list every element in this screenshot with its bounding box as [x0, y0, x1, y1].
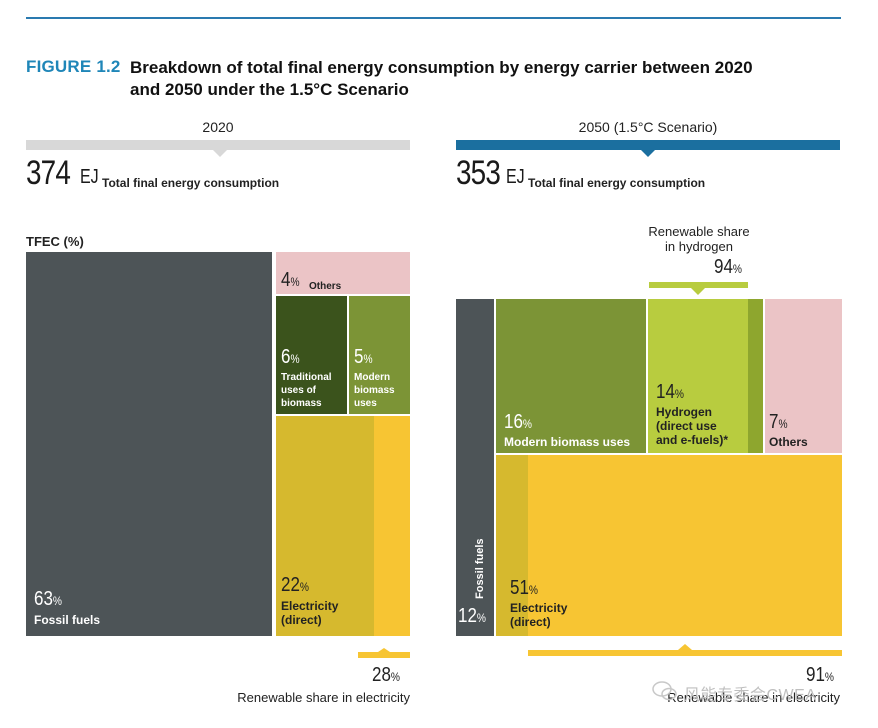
pct-modern-2020: 5%	[354, 346, 373, 368]
share-pct-hydrogen-2050: 94%	[714, 256, 742, 278]
share-label-electricity-2020: Renewable share in electricity	[237, 690, 410, 705]
segment-fossil-2050: Fossil fuels 12%	[456, 299, 494, 636]
column-pointer-2050	[640, 149, 656, 157]
pct-fossil-2050: 12%	[458, 605, 486, 627]
share-pct-electricity-2050: 91%	[806, 664, 834, 686]
pct-others-2050: 7%	[769, 411, 788, 433]
total-unit-2050: EJ	[506, 166, 525, 188]
pct-electricity-2020: 22%	[281, 574, 309, 596]
label-electricity-2020: Electricity (direct)	[281, 599, 339, 627]
wechat-icon	[652, 681, 677, 701]
figure-title: Breakdown of total final energy consumpt…	[130, 58, 753, 99]
pct-hydrogen-2050: 14%	[656, 381, 684, 403]
column-title-2020: 2020	[202, 119, 234, 135]
figure-label: FIGURE 1.2	[26, 57, 121, 76]
segment-traditional-biomass-2020: 6% Traditional uses of biomass	[276, 296, 347, 414]
label-fossil-2050: Fossil fuels	[474, 538, 486, 599]
share-label-electricity-2050: Renewable share in electricity	[667, 690, 840, 705]
column-bar-2050	[456, 140, 840, 150]
total-label-2050: Total final energy consumption	[528, 176, 706, 190]
segment-hydrogen-2050: 14% Hydrogen (direct use and e-fuels)*	[648, 299, 763, 453]
pct-modern-2050: 16%	[504, 411, 532, 433]
share-pct-electricity-2020: 28%	[372, 664, 400, 686]
pct-others-2020: 4%	[281, 269, 300, 291]
segment-others-2050: 7% Others	[765, 299, 842, 453]
label-modern-2050: Modern biomass uses	[504, 435, 631, 449]
share-bracket-hydrogen-2050	[649, 282, 748, 295]
hydrogen-non-renewable-2050	[748, 299, 763, 453]
total-value-2050: 353	[456, 154, 501, 192]
total-label-2020: Total final energy consumption	[102, 176, 280, 190]
pct-traditional-2020: 6%	[281, 346, 300, 368]
label-others-2050: Others	[769, 435, 808, 449]
column-title-2050: 2050 (1.5°C Scenario)	[578, 119, 718, 135]
tfec-axis-label: TFEC (%)	[26, 234, 84, 249]
label-fossil-2020: Fossil fuels	[34, 613, 101, 627]
share-bracket-electricity-2020	[358, 648, 410, 658]
electricity-non-renewable-2050	[496, 455, 528, 636]
watermark: 风能专委会CWEA	[684, 687, 817, 704]
column-pointer-2020	[212, 149, 228, 157]
segment-fossil-2020: 63% Fossil fuels	[26, 252, 272, 636]
segment-modern-biomass-2020: 5% Modern biomass uses	[349, 296, 410, 414]
total-unit-2020: EJ	[80, 166, 99, 188]
segment-modern-biomass-2050: 16% Modern biomass uses	[496, 299, 646, 453]
segment-electricity-2050: 51% Electricity (direct)	[496, 455, 842, 636]
electricity-renewable-share-2020	[374, 416, 410, 636]
segment-electricity-2020: 22% Electricity (direct)	[276, 416, 410, 636]
label-modern-2020: Modern biomass uses	[354, 372, 395, 409]
column-bar-2020	[26, 140, 410, 150]
label-others-2020: Others	[309, 281, 342, 292]
total-value-2020: 374	[26, 154, 71, 192]
label-traditional-2020: Traditional uses of biomass	[281, 372, 332, 409]
segment-others-2020: 4% Others	[276, 252, 410, 294]
share-label-hydrogen-2050: Renewable share in hydrogen	[648, 224, 750, 254]
label-electricity-2050: Electricity (direct)	[510, 601, 568, 629]
pct-fossil-2020: 63%	[34, 588, 62, 610]
share-bracket-electricity-2050	[528, 644, 842, 656]
top-rule	[26, 17, 841, 19]
pct-electricity-2050: 51%	[510, 577, 538, 599]
label-hydrogen-2050: Hydrogen (direct use and e-fuels)*	[656, 405, 729, 447]
